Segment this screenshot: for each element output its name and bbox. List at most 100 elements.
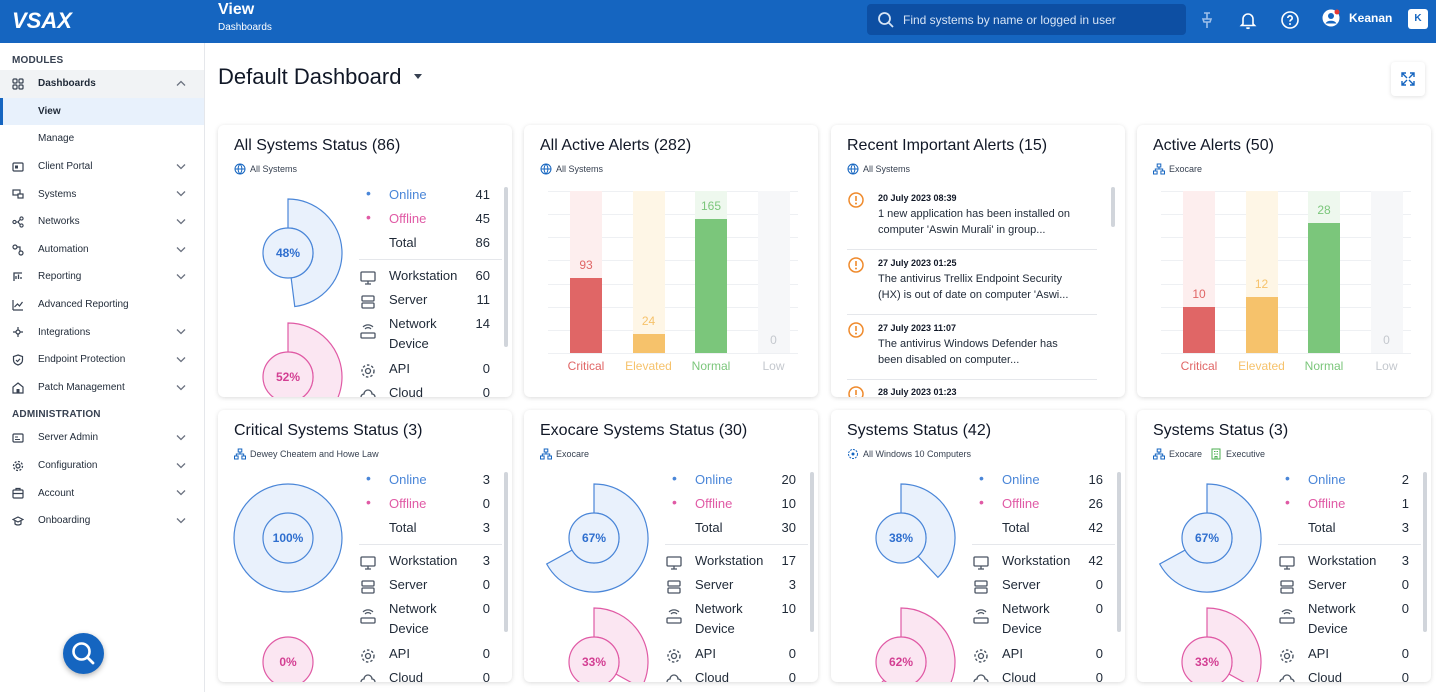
sidebar-item-account[interactable]: Account — [0, 479, 204, 507]
stat-value: 0 — [482, 361, 490, 376]
warning-circle-icon — [848, 322, 864, 338]
network-device-icon — [1279, 609, 1295, 624]
donut-inner — [568, 636, 620, 682]
scrollbar[interactable] — [1423, 472, 1427, 632]
sidebar-item-dashboards[interactable]: Dashboards — [0, 70, 204, 98]
divider — [972, 544, 1115, 545]
scope-item: Exocare — [1153, 163, 1202, 175]
stat-label: Total — [389, 520, 417, 535]
donut-outer — [233, 483, 343, 593]
stat-label: Cloud — [389, 385, 423, 397]
api-icon — [361, 364, 375, 378]
offline-percent: 52% — [276, 370, 300, 384]
sidebar-subitem-manage[interactable]: Manage — [0, 125, 204, 153]
sidebar-item-integrations[interactable]: Integrations — [0, 318, 204, 346]
scope-label: Exocare — [1169, 164, 1203, 174]
legend-dot: • — [1285, 470, 1290, 486]
sidebar-item-client-portal[interactable]: Client Portal — [0, 153, 204, 181]
org-icon — [1153, 448, 1165, 460]
scrollbar[interactable] — [504, 187, 508, 347]
scrollbar[interactable] — [1111, 187, 1115, 227]
sidebar-item-label: Automation — [38, 243, 89, 255]
grid-line — [1161, 353, 1411, 354]
stat-value: 3 — [482, 472, 490, 487]
widget-scope: Exocare Executive — [1153, 448, 1265, 460]
widget-title[interactable]: Exocare Systems Status (30) — [540, 422, 748, 439]
sidebar-item-endpoint-protection[interactable]: Endpoint Protection — [0, 346, 204, 374]
stat-label: Server — [389, 577, 428, 592]
widget-title[interactable]: Recent Important Alerts (15) — [847, 137, 1048, 154]
pin-icon[interactable] — [1196, 9, 1218, 31]
stat-value: 17 — [781, 553, 796, 568]
scope-label: Exocare — [1169, 449, 1203, 459]
api-icon — [974, 649, 988, 663]
help-icon[interactable] — [1279, 9, 1301, 31]
widget-title[interactable]: All Active Alerts (282) — [540, 137, 692, 154]
stat-value: 0 — [1095, 577, 1103, 592]
warning-circle-icon — [848, 257, 864, 273]
page-breadcrumb: Dashboards — [218, 22, 272, 33]
stat-network: Network 0 Device — [1308, 601, 1409, 636]
stat-label: Server — [389, 292, 428, 307]
widget-alerts-chart: Active Alerts (50) Exocare 10 Critical 12 Ele… — [1137, 125, 1431, 397]
vsax-logo[interactable]: VSAX — [12, 6, 92, 34]
stat-label: Network — [389, 601, 437, 616]
widget-title[interactable]: Critical Systems Status (3) — [234, 422, 423, 439]
bar-critical[interactable] — [1183, 306, 1215, 353]
stat-label: Cloud — [1002, 670, 1036, 682]
sidebar-item-onboarding[interactable]: Onboarding — [0, 507, 204, 535]
bar-normal[interactable] — [695, 219, 727, 353]
sidebar-item-networks[interactable]: Networks — [0, 208, 204, 236]
sidebar-item-patch-management[interactable]: Patch Management — [0, 374, 204, 402]
stat-label-cont: Device — [695, 621, 735, 636]
scrollbar[interactable] — [810, 472, 814, 632]
widget-title[interactable]: All Systems Status (86) — [234, 137, 401, 154]
online-percent: 67% — [582, 531, 606, 545]
sidebar-item-automation[interactable]: Automation — [0, 236, 204, 264]
sidebar-item-systems[interactable]: Systems — [0, 180, 204, 208]
scrollbar[interactable] — [1117, 472, 1121, 632]
sidebar-item-label: Reporting — [38, 271, 82, 283]
stat-label: Online — [695, 472, 733, 487]
status-donut-chart: 48% 52% — [262, 198, 343, 397]
scrollbar[interactable] — [504, 472, 508, 632]
stat-value: 0 — [482, 646, 490, 661]
stat-total: Total 3 — [1308, 520, 1409, 535]
globe-icon — [540, 163, 552, 175]
bar-critical[interactable] — [570, 277, 602, 353]
stat-label: Workstation — [389, 553, 458, 568]
sidebar-item-reporting[interactable]: Reporting — [0, 263, 204, 291]
sidebar-item-advanced-reporting[interactable]: Advanced Reporting — [0, 291, 204, 319]
widget-title[interactable]: Systems Status (42) — [847, 422, 992, 439]
fullscreen-button[interactable] — [1391, 62, 1425, 96]
chart-line-icon — [12, 299, 23, 311]
widget-title[interactable]: Active Alerts (50) — [1153, 137, 1274, 154]
bar-value-label: 0 — [770, 333, 777, 347]
sidebar-item-server-admin[interactable]: Server Admin — [0, 424, 204, 452]
stat-network: Network 10 Device — [695, 601, 796, 636]
bar-elevated[interactable] — [1245, 297, 1278, 353]
stat-network: Network 14 Device — [389, 316, 490, 351]
sidebar-item-configuration[interactable]: Configuration — [0, 452, 204, 480]
scope-label: All Windows 10 Computers — [863, 449, 972, 459]
search-fab-button[interactable] — [63, 633, 104, 674]
dashboard-selector[interactable]: Default Dashboard — [218, 64, 423, 90]
grid-line — [1161, 237, 1411, 239]
online-percent: 100% — [273, 531, 304, 545]
bar-normal[interactable] — [1308, 223, 1340, 353]
chevron-down-icon — [176, 462, 186, 469]
bell-icon[interactable] — [1237, 9, 1259, 31]
stat-api: API 0 — [389, 646, 490, 661]
stat-label: Online — [1308, 472, 1346, 487]
search-input[interactable]: Find systems by name or logged in user — [867, 4, 1186, 35]
sidebar-subitem-view[interactable]: View — [0, 97, 204, 126]
alert-date: 28 July 2023 01:23 — [878, 387, 957, 397]
user-menu[interactable]: Keanan — [1322, 9, 1392, 27]
bar-elevated[interactable] — [632, 333, 665, 353]
widget-title[interactable]: Systems Status (3) — [1153, 422, 1289, 439]
kaseya-badge[interactable]: K — [1408, 9, 1428, 29]
stat-value: 0 — [482, 385, 490, 397]
stat-value: 10 — [781, 601, 796, 616]
stat-label: Online — [1002, 472, 1040, 487]
stat-value: 14 — [475, 316, 490, 331]
